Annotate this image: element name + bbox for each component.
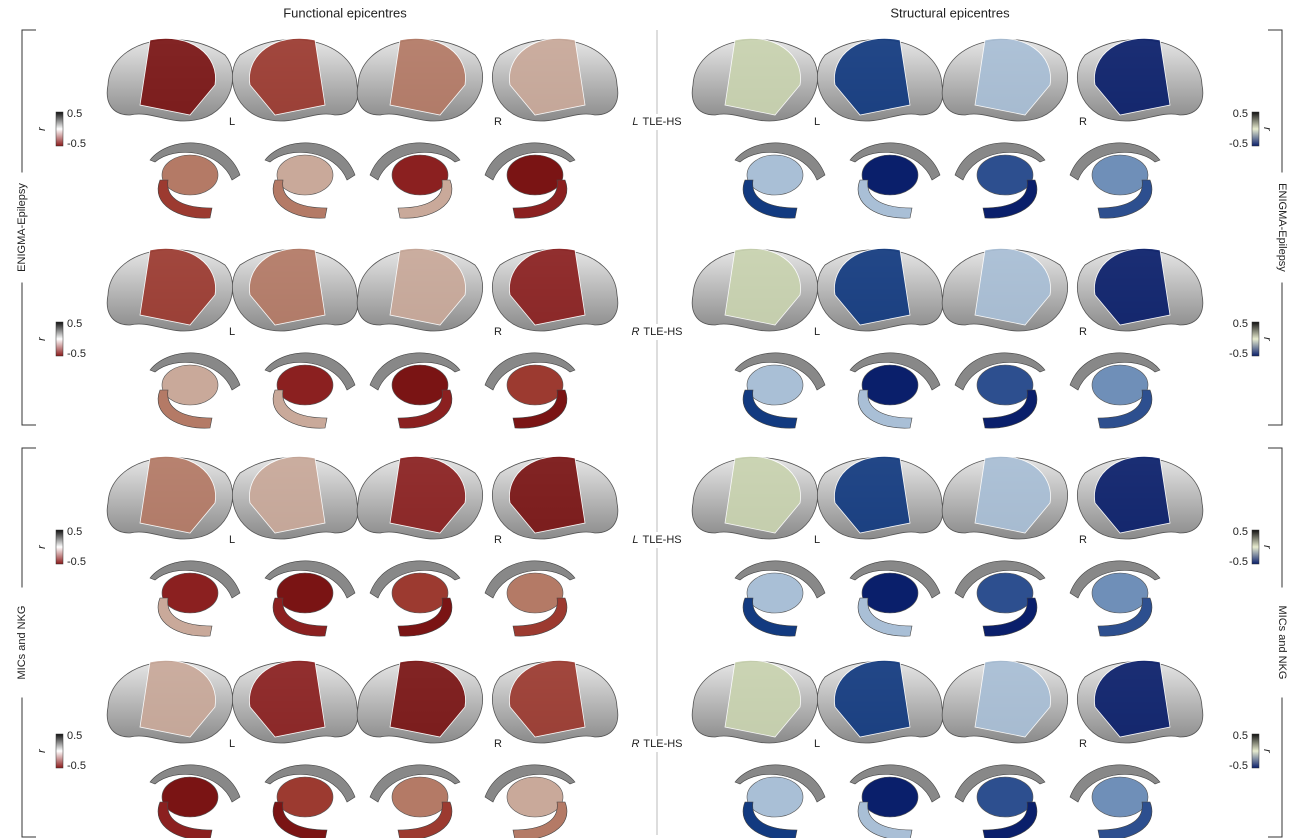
- colorbar: [1252, 322, 1259, 356]
- colorbar-label: r: [1261, 337, 1273, 342]
- row-label: R TLE-HS: [631, 738, 682, 750]
- colorbar-label: r: [36, 126, 48, 131]
- thalamus: [507, 573, 563, 613]
- hemisphere-label: R: [1079, 738, 1087, 750]
- thalamus: [392, 155, 448, 195]
- colorbar: [1252, 734, 1259, 768]
- colorbar-min: -0.5: [67, 348, 86, 360]
- hemisphere-label: L: [814, 326, 820, 338]
- colorbar-min: -0.5: [67, 760, 86, 772]
- row-label: R TLE-HS: [631, 326, 682, 338]
- thalamus: [507, 777, 563, 817]
- thalamus: [162, 155, 218, 195]
- group-label: ENIGMA-Epilepsy: [1276, 183, 1288, 272]
- thalamus: [277, 365, 333, 405]
- thalamus: [977, 777, 1033, 817]
- thalamus: [392, 573, 448, 613]
- row-side: R: [631, 326, 639, 338]
- hemisphere-label: R: [1079, 116, 1087, 128]
- hemisphere-label: L: [229, 326, 235, 338]
- hemisphere-label: R: [494, 738, 502, 750]
- row-side: L: [632, 116, 638, 128]
- colorbar-max: 0.5: [67, 730, 82, 742]
- colorbar: [56, 530, 63, 564]
- colorbar-label: r: [36, 336, 48, 341]
- colorbar-label: r: [1261, 545, 1273, 550]
- colorbar-min: -0.5: [1229, 138, 1248, 150]
- thalamus: [277, 573, 333, 613]
- thalamus: [1092, 573, 1148, 613]
- colorbar: [1252, 112, 1259, 146]
- hemisphere-label: L: [229, 116, 235, 128]
- hemisphere-label: R: [1079, 326, 1087, 338]
- thalamus: [862, 365, 918, 405]
- hemisphere-label: L: [229, 738, 235, 750]
- thalamus: [747, 777, 803, 817]
- hemisphere-label: L: [814, 116, 820, 128]
- hemisphere-label: R: [1079, 534, 1087, 546]
- thalamus: [507, 155, 563, 195]
- colorbar-min: -0.5: [1229, 348, 1248, 360]
- hemisphere-label: L: [229, 534, 235, 546]
- colorbar-label: r: [36, 544, 48, 549]
- thalamus: [1092, 365, 1148, 405]
- thalamus: [977, 155, 1033, 195]
- colorbar-max: 0.5: [67, 108, 82, 120]
- thalamus: [162, 573, 218, 613]
- row-text: TLE-HS: [643, 738, 682, 750]
- colorbar-max: 0.5: [1233, 526, 1248, 538]
- hemisphere-label: R: [494, 326, 502, 338]
- colorbar-max: 0.5: [1233, 108, 1248, 120]
- thalamus: [747, 573, 803, 613]
- thalamus: [862, 777, 918, 817]
- figure: Functional epicentres Structural epicent…: [0, 0, 1300, 838]
- hemisphere-label: R: [494, 116, 502, 128]
- hemisphere-label: L: [814, 534, 820, 546]
- thalamus: [162, 777, 218, 817]
- column-title: Functional epicentres: [283, 5, 407, 20]
- colorbar-label: r: [1261, 749, 1273, 754]
- row-text: TLE-HS: [643, 116, 682, 128]
- row-text: TLE-HS: [643, 326, 682, 338]
- colorbar: [56, 734, 63, 768]
- thalamus: [392, 365, 448, 405]
- thalamus: [507, 365, 563, 405]
- colorbar-min: -0.5: [1229, 760, 1248, 772]
- colorbar: [56, 322, 63, 356]
- thalamus: [977, 573, 1033, 613]
- row-text: TLE-HS: [643, 534, 682, 546]
- group-label: MICs and NKG: [1276, 606, 1288, 680]
- row-side: R: [631, 738, 639, 750]
- colorbar-label: r: [1261, 127, 1273, 132]
- thalamus: [1092, 777, 1148, 817]
- thalamus: [392, 777, 448, 817]
- colorbar-max: 0.5: [67, 526, 82, 538]
- column-title: Structural epicentres: [890, 5, 1010, 20]
- row-side: L: [632, 534, 638, 546]
- colorbar-label: r: [36, 748, 48, 753]
- colorbar-max: 0.5: [1233, 318, 1248, 330]
- thalamus: [277, 777, 333, 817]
- thalamus: [862, 573, 918, 613]
- colorbar-min: -0.5: [67, 138, 86, 150]
- hemisphere-label: R: [494, 534, 502, 546]
- group-label: MICs and NKG: [16, 606, 28, 680]
- hemisphere-label: L: [814, 738, 820, 750]
- colorbar-min: -0.5: [67, 556, 86, 568]
- group-label: ENIGMA-Epilepsy: [16, 183, 28, 272]
- thalamus: [1092, 155, 1148, 195]
- thalamus: [977, 365, 1033, 405]
- colorbar-min: -0.5: [1229, 556, 1248, 568]
- colorbar-max: 0.5: [1233, 730, 1248, 742]
- thalamus: [747, 155, 803, 195]
- thalamus: [162, 365, 218, 405]
- colorbar: [1252, 530, 1259, 564]
- thalamus: [277, 155, 333, 195]
- colorbar: [56, 112, 63, 146]
- thalamus: [862, 155, 918, 195]
- thalamus: [747, 365, 803, 405]
- colorbar-max: 0.5: [67, 318, 82, 330]
